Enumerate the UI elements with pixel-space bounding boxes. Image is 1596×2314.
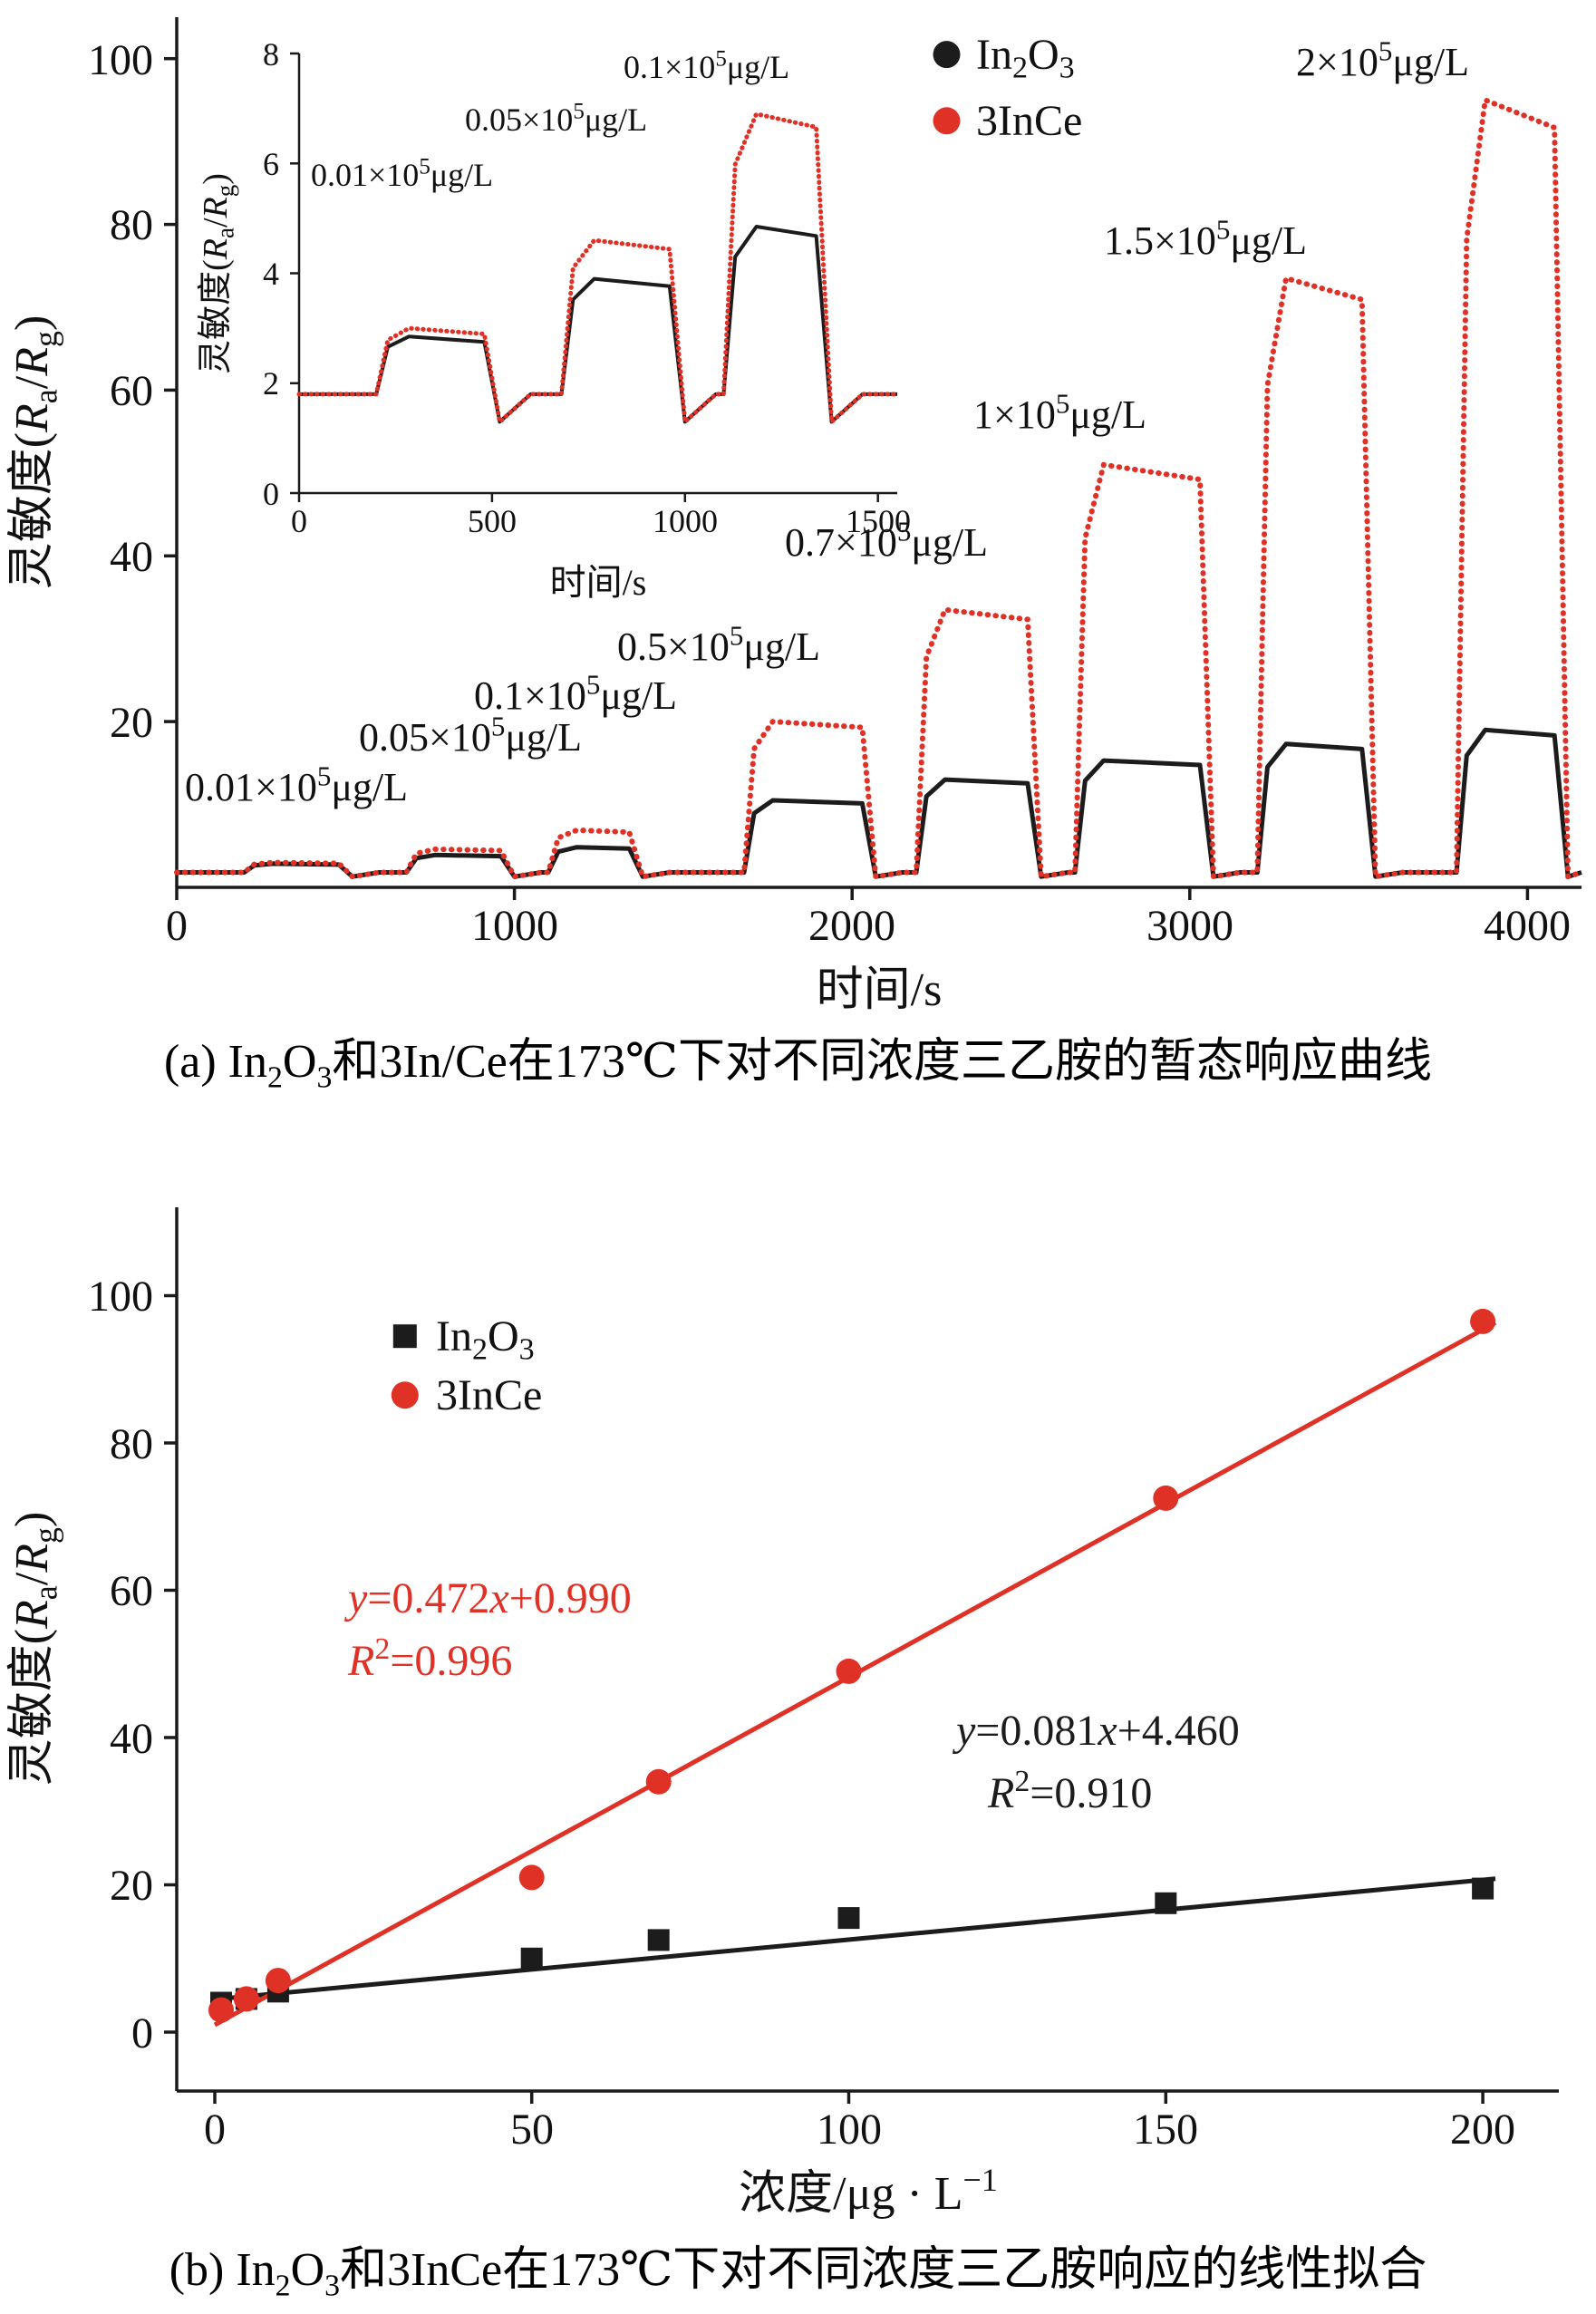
x-tick-label: 100 (817, 2106, 882, 2154)
panel-a-caption: (a) In2O3和3In/Ce在173℃下对不同浓度三乙胺的暂态响应曲线 (163, 1036, 1433, 1095)
inset-concentration-label: 0.05×105μg/L (465, 99, 647, 138)
data-point-circle (233, 1986, 259, 2012)
legend-marker-icon (933, 107, 961, 135)
x-tick-label: 0 (291, 503, 307, 539)
x-tick-label: 3000 (1146, 902, 1233, 950)
panel-a: 0 1000 2000 3000 4000 20 40 60 80 100 时间/s 灵敏度(Ra/R… (0, 4, 1596, 1098)
data-point-square (520, 1948, 543, 1970)
y-tick-label: 0 (131, 2009, 153, 2057)
fit-equation-label: R2=0.910 (987, 1765, 1152, 1817)
legend-label: 3InCe (976, 97, 1082, 145)
panel-b-points (208, 1309, 1496, 2023)
inset-series-in2o3-curve (299, 225, 897, 424)
x-tick-label: 4000 (1484, 902, 1571, 950)
concentration-label: 2×105μg/L (1296, 34, 1469, 84)
y-tick-label: 4 (263, 256, 279, 292)
y-tick-label: 40 (110, 1715, 153, 1763)
y-tick-label: 80 (110, 201, 153, 249)
y-tick-label: 20 (110, 699, 153, 747)
concentration-label: 0.5×105μg/L (617, 619, 820, 669)
data-point-circle (1470, 1309, 1496, 1335)
inset-concentration-label: 0.1×105μg/L (624, 46, 789, 85)
legend-marker-icon (392, 1324, 417, 1349)
inset-concentration-label: 0.01×105μg/L (311, 154, 493, 193)
x-tick-label: 50 (510, 2106, 554, 2154)
concentration-label: 0.7×105μg/L (785, 515, 988, 565)
panel-b-yaxis-title: 灵敏度(Ra/Rg) (6, 1512, 63, 1786)
x-tick-label: 150 (1133, 2106, 1198, 2154)
x-tick-label: 0 (166, 902, 188, 950)
panel-a-axes (164, 17, 1581, 900)
y-tick-label: 80 (110, 1420, 153, 1468)
fit-equation-label: y=0.081x+4.460 (952, 1707, 1240, 1755)
panel-b-axes (164, 1207, 1559, 2105)
panel-a-annotations: 0.01×105μg/L0.05×105μg/L0.1×105μg/L0.5×1… (185, 34, 1469, 809)
y-tick-label: 60 (110, 1567, 153, 1615)
panel-b-chart: 0 50 100 150 200 0 20 40 60 80 100 浓度/μg · L−1 灵敏度(R… (6, 1207, 1559, 2221)
concentration-label: 1×105μg/L (973, 387, 1146, 437)
panel-a-yaxis-title: 灵敏度(Ra/Rg) (6, 315, 63, 590)
panel-a-inset-axes (290, 52, 897, 502)
fit-equation-label: y=0.472x+0.990 (343, 1574, 632, 1622)
data-point-circle (208, 1997, 234, 2023)
data-point-square (1472, 1877, 1494, 1900)
x-tick-label: 0 (204, 2106, 226, 2154)
data-point-circle (1153, 1486, 1179, 1512)
legend-label: In2O3 (436, 1312, 535, 1367)
panel-a-chart: 0 1000 2000 3000 400020406080100时间/s灵敏度(Ra/R… (6, 17, 1584, 1016)
panel-b: 0 50 100 150 200 0 20 40 60 80 100 浓度/μg · L−1 灵敏度(R… (0, 1185, 1596, 2306)
x-tick-label: 200 (1450, 2106, 1515, 2154)
legend-marker-icon (933, 41, 961, 69)
panel-b-tick-labels: 0 50 100 150 200 0 20 40 60 80 100 (88, 1273, 1515, 2154)
panel-b-annotations: y=0.472x+0.990 R2=0.996 y=0.081x+4.460 R2=0… (343, 1574, 1240, 1817)
concentration-label: 0.05×105μg/L (359, 710, 582, 760)
series-3ince-curve (174, 97, 1584, 880)
data-point-circle (836, 1659, 862, 1685)
panel-a-xaxis-title: 时间/s (817, 964, 943, 1016)
data-point-square (647, 1929, 670, 1951)
x-tick-label: 2000 (808, 902, 895, 950)
concentration-label: 0.01×105μg/L (185, 760, 408, 809)
x-tick-label: 1000 (471, 902, 558, 950)
fit-line-0 (214, 1876, 1496, 2002)
y-tick-label: 6 (263, 146, 279, 182)
panel-b-xaxis-title: 浓度/μg · L−1 (739, 2163, 998, 2221)
legend-label: In2O3 (976, 31, 1075, 85)
panel-a-inset-tick-labels: 0 500 1000 1500 0 2 4 6 8 (263, 36, 911, 539)
panel-a-inset: 0 500 1000 1500 0 2 4 6 8 时间/s 灵敏度(Ra/Rg) 0.01×105μ… (197, 36, 911, 603)
data-point-circle (265, 1968, 291, 1994)
inset-yaxis-title: 灵敏度(Ra/Rg) (197, 173, 239, 374)
data-point-circle (645, 1769, 672, 1796)
panel-b-caption: (b) In2O3和3InCe在173℃下对不同浓度三乙胺响应的线性拟合 (169, 2244, 1427, 2303)
inset-series-3ince-curve (296, 111, 900, 424)
fit-equation-label: R2=0.996 (347, 1632, 512, 1685)
concentration-label: 1.5×105μg/L (1104, 213, 1307, 263)
y-tick-label: 100 (88, 1273, 153, 1321)
y-tick-label: 40 (110, 533, 153, 581)
panel-a-legend: In2O3 3InCe (933, 31, 1082, 145)
legend-label: 3InCe (436, 1371, 542, 1419)
concentration-label: 0.1×105μg/L (474, 668, 677, 718)
data-point-circle (518, 1864, 545, 1891)
legend-marker-icon (391, 1381, 419, 1409)
y-tick-label: 0 (263, 476, 279, 512)
inset-xaxis-title: 时间/s (550, 562, 647, 603)
y-tick-label: 2 (263, 365, 279, 402)
data-point-square (1155, 1893, 1177, 1915)
y-tick-label: 8 (263, 36, 279, 73)
y-tick-label: 100 (88, 36, 153, 84)
y-tick-label: 60 (110, 367, 153, 415)
x-tick-label: 1500 (846, 503, 911, 539)
data-point-square (837, 1907, 860, 1930)
x-tick-label: 1000 (653, 503, 718, 539)
x-tick-label: 500 (468, 503, 517, 539)
y-tick-label: 20 (110, 1862, 153, 1910)
panel-a-series (174, 97, 1584, 880)
